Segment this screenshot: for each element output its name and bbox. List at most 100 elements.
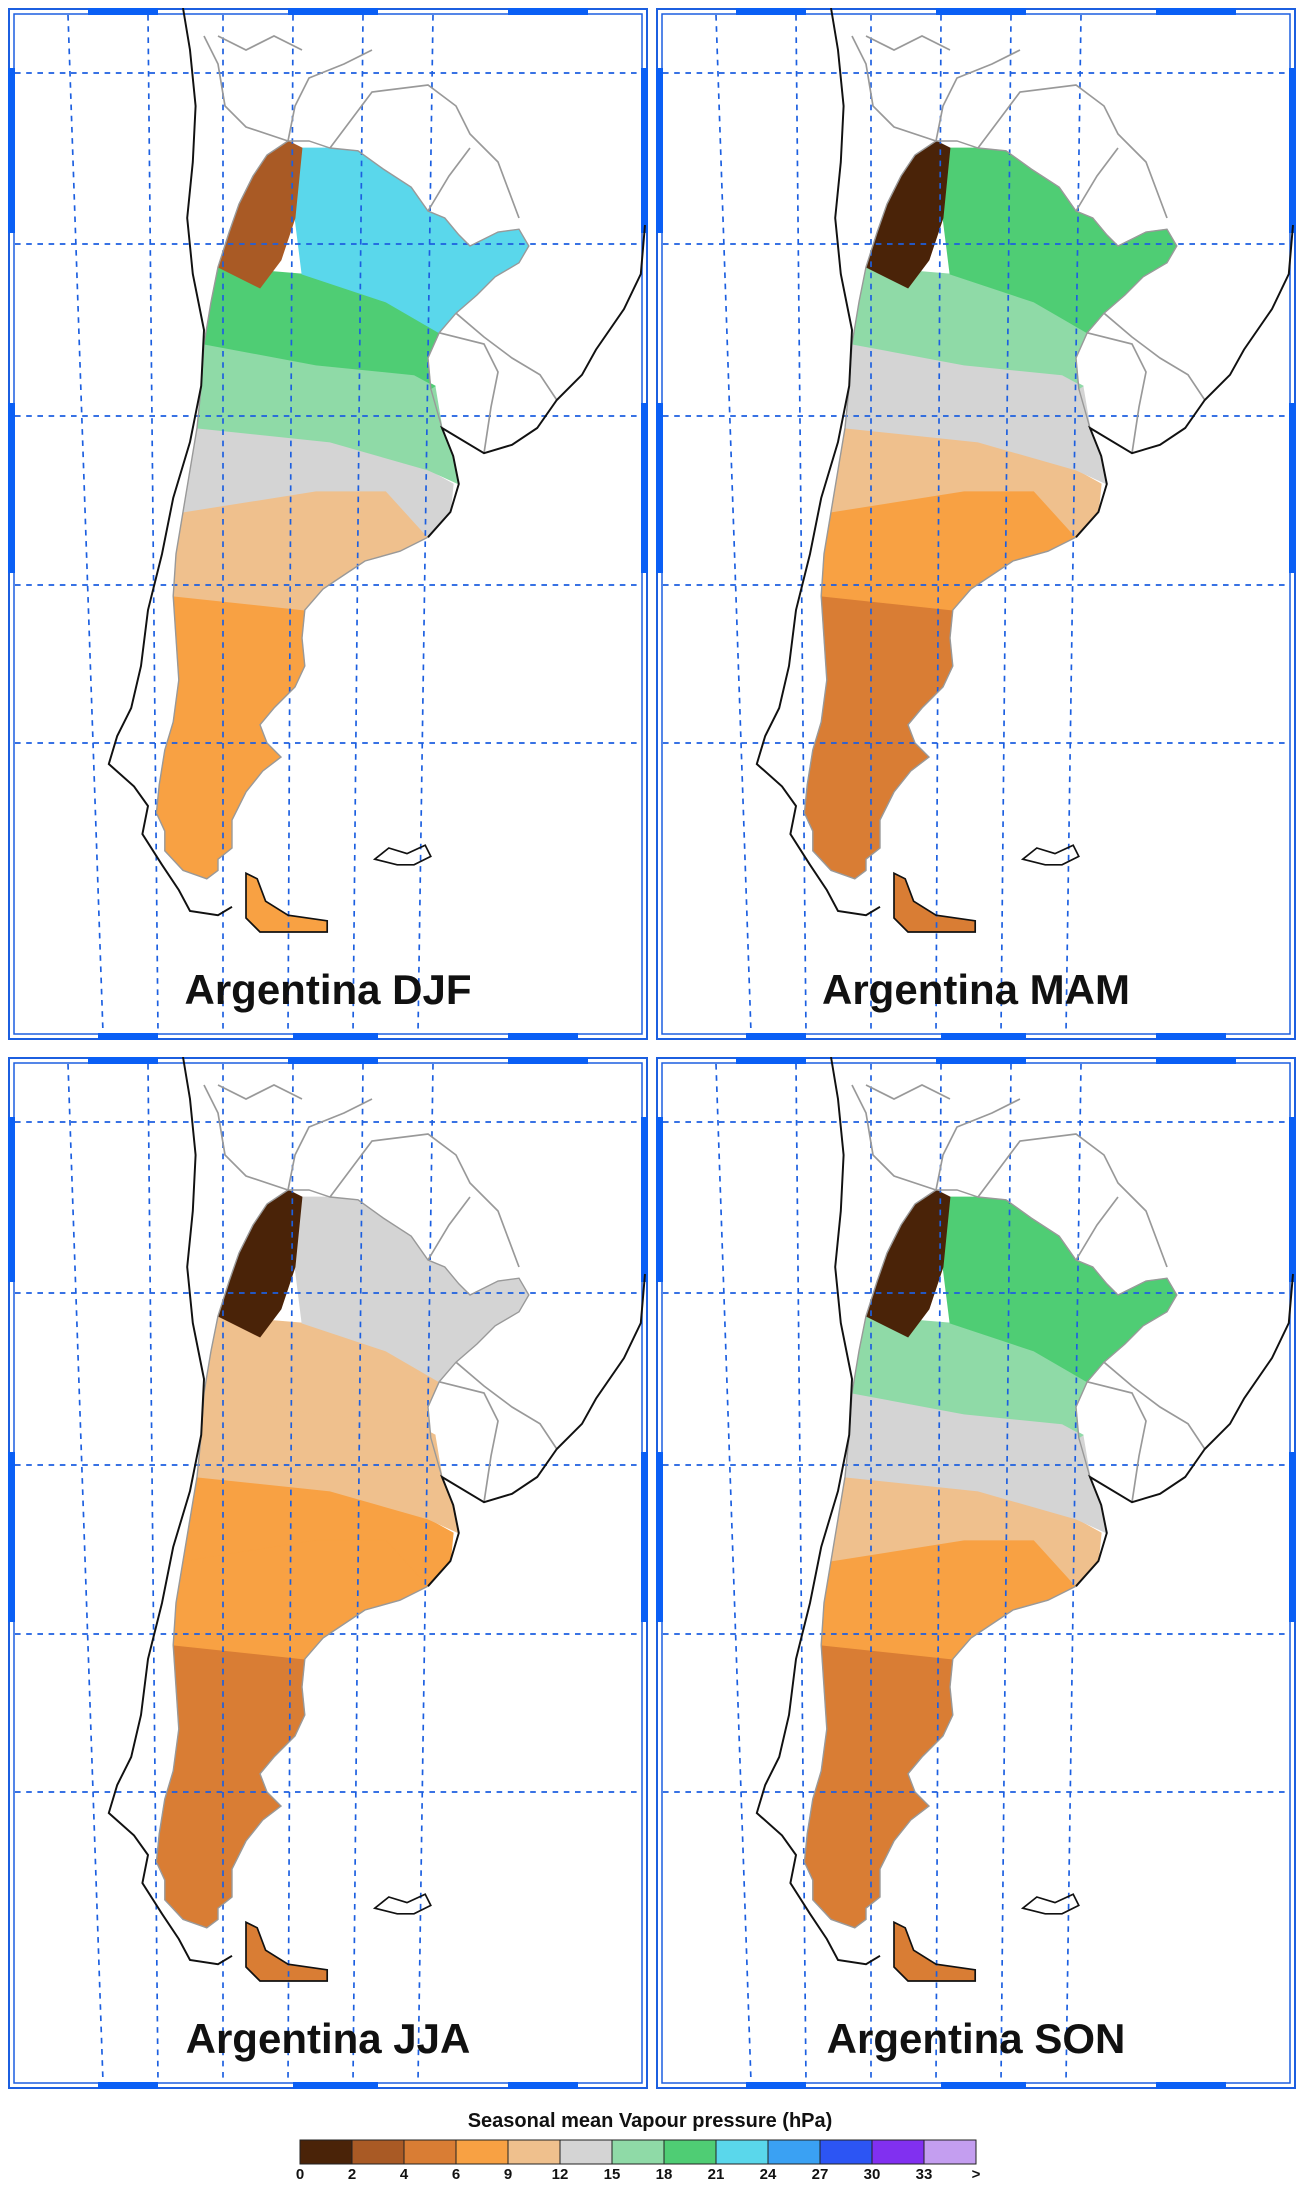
frame-stripe-bottom [941, 2082, 1026, 2089]
colorbar-swatch-0 [299, 2139, 353, 2165]
frame-stripe-left [8, 68, 15, 233]
longitude-line [417, 1063, 434, 2083]
argentina-outline [803, 140, 1178, 880]
falkland-islands [1020, 844, 1080, 866]
longitude-line [287, 14, 294, 1034]
country-border [217, 35, 303, 51]
frame-stripe-top [936, 1057, 1026, 1064]
tierra-del-fuego-coast [893, 871, 977, 933]
colorbar-swatch-7 [663, 2139, 717, 2165]
falkland-islands [1020, 1893, 1080, 1915]
colorbar-tick-label: 33 [915, 2166, 933, 2183]
country-border [935, 49, 1021, 142]
frame-stripe-bottom [746, 1033, 806, 1040]
colorbar-tick-label: 18 [655, 2166, 673, 2183]
colorbar-swatch-1 [351, 2139, 405, 2165]
region-patagonia [155, 1644, 306, 1929]
frame-stripe-top [288, 8, 378, 15]
frame-stripe-right [641, 1117, 648, 1282]
frame-stripe-right [1289, 1117, 1296, 1282]
colorbar-swatch-8 [715, 2139, 769, 2165]
country-border [329, 1133, 520, 1268]
colorbar-tick-label: > [971, 2166, 981, 2183]
colorbar-swatch-5 [559, 2139, 613, 2165]
pacific-coastline [107, 1057, 233, 1966]
panel-title-jja: Argentina JJA [185, 2015, 471, 2062]
longitude-line [1000, 14, 1012, 1034]
frame-stripe-bottom [293, 2082, 378, 2089]
region-patagonia [803, 1644, 954, 1929]
tierra-del-fuego-coast [245, 1920, 329, 1982]
map-layer [662, 1057, 1294, 2083]
atlantic-coastline [1075, 224, 1294, 538]
atlantic-coastline [427, 224, 646, 538]
frame-stripe-left [8, 1117, 15, 1282]
colorbar-tick-label: 9 [503, 2166, 513, 2183]
frame-stripe-top [936, 8, 1026, 15]
panel-title-son: Argentina SON [826, 2015, 1126, 2062]
longitude-line [1065, 1063, 1082, 2083]
frame-stripe-bottom [293, 1033, 378, 1040]
longitude-line [287, 1063, 294, 2083]
frame-stripe-left [8, 1452, 15, 1622]
country-border [1103, 1361, 1206, 1450]
map-djf [8, 8, 648, 1040]
frame-stripe-bottom [1156, 1033, 1226, 1040]
map-layer [14, 1057, 646, 2083]
colorbar-swatch-10 [819, 2139, 873, 2165]
longitude-line [715, 14, 752, 1034]
longitude-line [1000, 1063, 1012, 2083]
pacific-coastline [755, 1057, 881, 1966]
longitude-line [935, 1063, 942, 2083]
frame-stripe-right [1289, 1452, 1296, 1622]
frame-stripe-bottom [98, 2082, 158, 2089]
country-border [438, 331, 499, 454]
region-south [172, 1539, 429, 1660]
argentina-outline [155, 140, 530, 880]
frame-stripe-top [736, 1057, 806, 1064]
frame-stripe-top [88, 8, 158, 15]
map-panel-djf: Argentina DJF [8, 8, 648, 1040]
frame-stripe-left [656, 1117, 663, 1282]
colorbar [299, 2139, 977, 2165]
frame-stripe-bottom [1156, 2082, 1226, 2089]
colorbar-tick-label: 6 [451, 2166, 461, 2183]
frame-stripe-top [288, 1057, 378, 1064]
longitude-line [417, 14, 434, 1034]
colorbar-tick-label: 12 [551, 2166, 569, 2183]
colorbar-tick-label: 2 [347, 2166, 357, 2183]
frame-stripe-top [508, 8, 588, 15]
longitude-line [1065, 14, 1082, 1034]
country-border [865, 1084, 951, 1100]
frame-stripe-right [641, 403, 648, 573]
colorbar-swatch-6 [611, 2139, 665, 2165]
frame-stripe-bottom [941, 1033, 1026, 1040]
colorbar-tick-label: 27 [811, 2166, 829, 2183]
country-border [455, 1361, 558, 1450]
frame-stripe-top [1156, 1057, 1236, 1064]
map-panel-jja: Argentina JJA [8, 1057, 648, 2089]
country-border [203, 35, 289, 142]
legend-title: Seasonal mean Vapour pressure (hPa) [467, 2110, 833, 2132]
argentina-outline [803, 1189, 1178, 1929]
country-border [1103, 312, 1206, 401]
longitude-line [352, 1063, 364, 2083]
country-border [427, 147, 471, 212]
colorbar-tick-label: 0 [295, 2166, 305, 2183]
country-border [1086, 331, 1147, 454]
longitude-line [67, 14, 104, 1034]
map-panel-mam: Argentina MAM [656, 8, 1296, 1040]
country-border [1075, 1196, 1119, 1261]
falkland-islands [372, 844, 432, 866]
frame-stripe-right [641, 1452, 648, 1622]
frame-stripe-bottom [508, 1033, 578, 1040]
frame-stripe-right [1289, 403, 1296, 573]
map-layer [14, 8, 646, 1034]
atlantic-coastline [427, 1273, 646, 1587]
longitude-line [795, 1063, 807, 2083]
region-south [820, 1539, 1077, 1660]
country-border [977, 84, 1168, 219]
longitude-line [795, 14, 807, 1034]
country-border [427, 1196, 471, 1261]
